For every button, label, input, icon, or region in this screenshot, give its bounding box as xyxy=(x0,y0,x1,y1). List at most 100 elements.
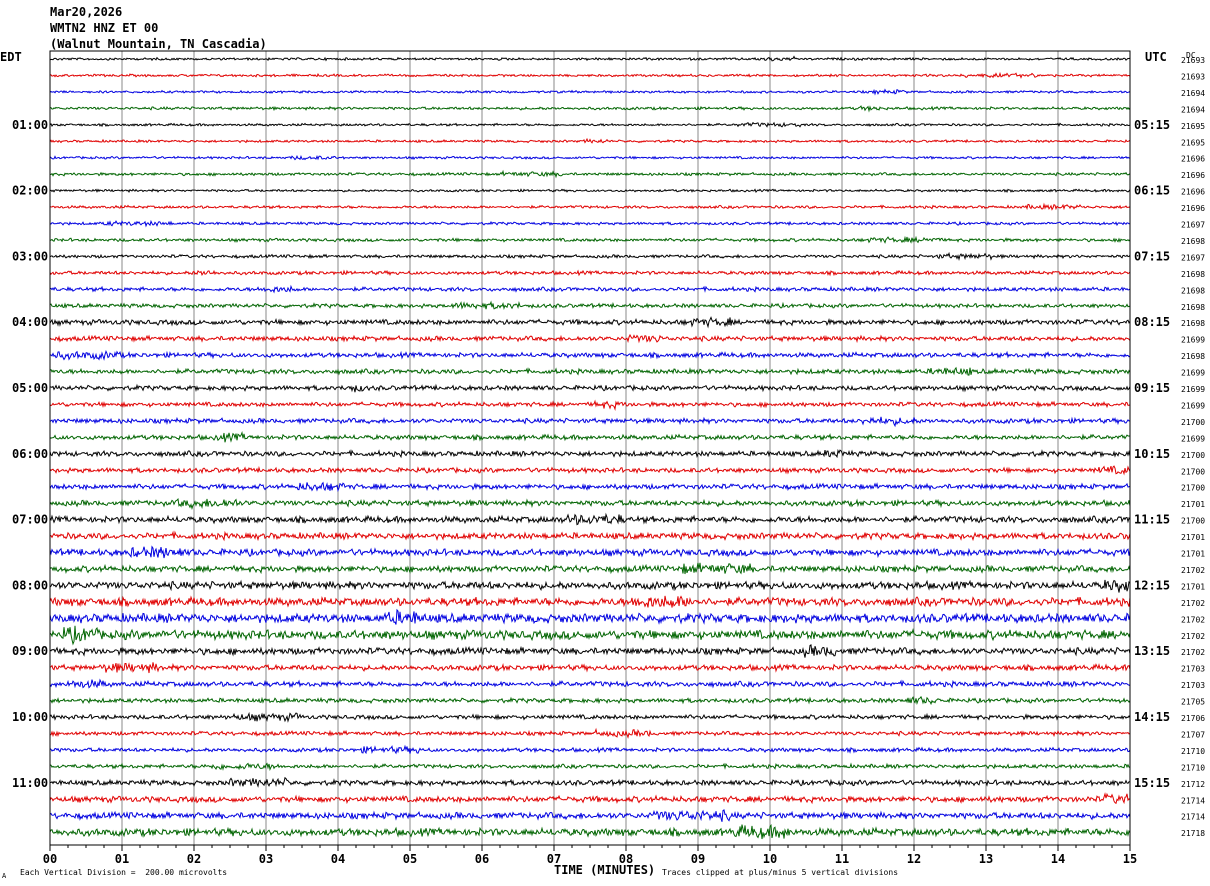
trace-line-41 xyxy=(49,711,1131,723)
dc-offset-label: 21698 xyxy=(1181,286,1205,295)
seismic-traces xyxy=(49,55,1131,840)
x-tick-label: 04 xyxy=(331,852,345,866)
trace-line-29 xyxy=(49,512,1131,526)
trace-line-12 xyxy=(49,235,1131,244)
x-axis-title: TIME (MINUTES) xyxy=(554,863,655,877)
dc-offset-label: 21706 xyxy=(1181,714,1205,723)
dc-offset-label: 21698 xyxy=(1181,270,1205,279)
left-hour-label: 06:00 xyxy=(12,447,48,461)
chart-date: Mar20,2026 xyxy=(50,5,123,19)
x-tick-label: 11 xyxy=(835,852,849,866)
x-axis-ticks: 00 01 02 03 04 05 06 07 08 09 10 11 12 13 14 15 xyxy=(43,845,1137,866)
trace-line-30 xyxy=(49,530,1131,542)
x-tick-label: 15 xyxy=(1123,852,1137,866)
trace-line-2 xyxy=(49,71,1131,79)
dc-offset-label: 21700 xyxy=(1181,467,1205,476)
trace-line-42 xyxy=(49,727,1131,739)
clip-note: Traces clipped at plus/minus 5 vertical … xyxy=(662,868,898,877)
dc-offset-label: 21710 xyxy=(1181,747,1205,756)
dc-offset-label: 21712 xyxy=(1181,780,1205,789)
trace-line-38 xyxy=(49,662,1131,674)
right-hour-label: 08:15 xyxy=(1134,315,1170,329)
trace-line-40 xyxy=(49,695,1131,706)
trace-line-17 xyxy=(49,316,1131,329)
chart-header: Mar20,2026 WMTN2 HNZ ET 00 (Walnut Mount… xyxy=(50,4,267,52)
dc-offset-label: 21702 xyxy=(1181,632,1205,641)
x-tick-label: 01 xyxy=(115,852,129,866)
dc-offset-label: 21702 xyxy=(1181,566,1205,575)
left-hour-label: 04:00 xyxy=(12,315,48,329)
dc-offset-label: 21698 xyxy=(1181,352,1205,361)
trace-line-7 xyxy=(49,154,1131,161)
trace-line-45 xyxy=(49,776,1130,788)
right-hour-label: 11:15 xyxy=(1134,513,1170,527)
corner-mark: A xyxy=(2,872,7,880)
x-tick-label: 13 xyxy=(979,852,993,866)
trace-line-8 xyxy=(49,169,1131,179)
dc-offset-label: 21695 xyxy=(1181,122,1205,131)
trace-line-44 xyxy=(49,762,1131,772)
trace-line-18 xyxy=(49,333,1131,344)
trace-line-21 xyxy=(49,383,1131,393)
dc-offset-label: 21714 xyxy=(1181,813,1205,822)
dc-offset-label: 21702 xyxy=(1181,648,1205,657)
right-hour-label: 09:15 xyxy=(1134,381,1170,395)
trace-line-4 xyxy=(49,105,1131,113)
x-tick-label: 00 xyxy=(43,852,57,866)
trace-line-33 xyxy=(49,579,1131,593)
x-tick-label: 10 xyxy=(763,852,777,866)
trace-line-1 xyxy=(49,55,1131,62)
dc-offset-label: 21699 xyxy=(1181,434,1205,443)
dc-offset-label: 21696 xyxy=(1181,188,1205,197)
trace-line-28 xyxy=(49,497,1131,511)
trace-line-27 xyxy=(49,481,1131,493)
left-hour-label: 01:00 xyxy=(12,118,48,132)
dc-offset-label: 21714 xyxy=(1181,796,1205,805)
right-hour-label: 07:15 xyxy=(1134,249,1170,263)
dc-offset-labels: 21693 21693 21694 21694 21695 21695 21696 21696… xyxy=(1181,56,1205,838)
trace-line-25 xyxy=(49,448,1131,459)
dc-offset-label: 21700 xyxy=(1181,418,1205,427)
right-timezone-label: UTC xyxy=(1145,50,1167,64)
right-time-labels: 05:15 06:15 07:15 08:15 09:15 10:15 11:15 12:15… xyxy=(1134,118,1170,790)
dc-offset-label: 21698 xyxy=(1181,319,1205,328)
dc-offset-label: 21701 xyxy=(1181,533,1205,542)
right-hour-label: 05:15 xyxy=(1134,118,1170,132)
trace-line-46 xyxy=(49,792,1131,805)
x-tick-label: 09 xyxy=(691,852,705,866)
trace-line-23 xyxy=(49,416,1131,428)
trace-line-26 xyxy=(49,465,1131,476)
dc-offset-label: 21699 xyxy=(1181,401,1205,410)
grid-lines xyxy=(121,51,1059,845)
trace-line-11 xyxy=(49,219,1130,228)
right-hour-label: 14:15 xyxy=(1134,710,1170,724)
left-hour-label: 11:00 xyxy=(12,776,48,790)
x-tick-label: 02 xyxy=(187,852,201,866)
left-time-labels: 01:00 02:00 03:00 04:00 05:00 06:00 07:00 08:00… xyxy=(12,118,48,790)
trace-line-6 xyxy=(49,137,1131,144)
trace-line-9 xyxy=(49,188,1131,194)
dc-offset-label: 21700 xyxy=(1181,517,1205,526)
trace-line-31 xyxy=(49,545,1131,559)
dc-offset-label: 21697 xyxy=(1181,221,1205,230)
left-timezone-label: EDT xyxy=(0,50,22,64)
trace-line-14 xyxy=(49,269,1131,277)
dc-offset-label: 21703 xyxy=(1181,681,1205,690)
right-hour-label: 13:15 xyxy=(1134,644,1170,658)
dc-offset-label: 21699 xyxy=(1181,385,1205,394)
x-tick-label: 03 xyxy=(259,852,273,866)
trace-line-24 xyxy=(49,431,1131,443)
dc-offset-label: 21693 xyxy=(1181,72,1205,81)
right-hour-label: 06:15 xyxy=(1134,184,1170,198)
dc-offset-label: 21696 xyxy=(1181,155,1205,164)
left-hour-label: 09:00 xyxy=(12,644,48,658)
dc-offset-label: 21707 xyxy=(1181,730,1205,739)
dc-offset-label: 21698 xyxy=(1181,237,1205,246)
x-tick-label: 14 xyxy=(1051,852,1065,866)
dc-column-label: DC xyxy=(1186,51,1196,60)
trace-line-43 xyxy=(49,744,1131,755)
trace-line-10 xyxy=(49,202,1131,211)
dc-offset-label: 21693 xyxy=(1181,56,1205,65)
dc-offset-label: 21698 xyxy=(1181,303,1205,312)
